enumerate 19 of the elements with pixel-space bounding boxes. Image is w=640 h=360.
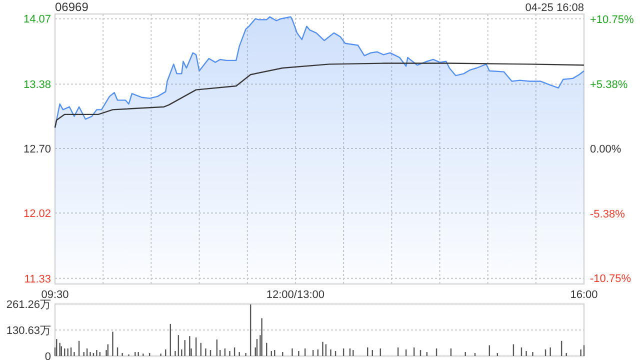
y-tick-label: 14.07 — [23, 14, 51, 26]
y-tick-label: 12.02 — [23, 208, 51, 220]
x-tick-label: 09:30 — [41, 289, 69, 301]
y-tick-label: 13.38 — [23, 79, 51, 92]
y2-tick-label: -5.38% — [590, 208, 626, 220]
y2-tick-label: +5.38% — [590, 78, 628, 91]
y2-tick-label: +10.75% — [590, 14, 634, 26]
x-tick-label: 12:00/13:00 — [266, 289, 325, 301]
y-tick-label: 130.63万 — [6, 325, 51, 337]
x-tick-label: 16:00 — [570, 289, 598, 301]
line-series — [54, 62, 585, 128]
chart-title: 06969 — [55, 0, 89, 14]
y2-tick-label: -10.75% — [590, 272, 632, 285]
y-tick-label: 12.70 — [23, 144, 51, 156]
annotation: 04-25 16:08 — [525, 2, 584, 14]
y-tick-label: 11.33 — [24, 273, 51, 286]
y-tick-label: 0 — [44, 351, 51, 360]
y2-tick-label: 0.00% — [590, 144, 622, 156]
y-tick-label: 261.26万 — [6, 299, 51, 311]
